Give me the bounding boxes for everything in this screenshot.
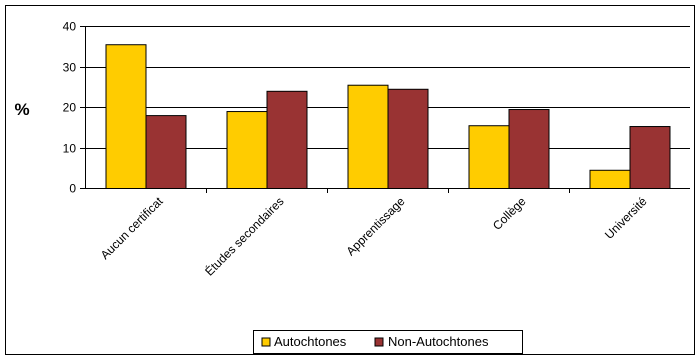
- legend-swatch-non-autochtones: [374, 337, 384, 347]
- legend-label-non-autochtones: Non-Autochtones: [388, 334, 489, 349]
- legend: Autochtones Non-Autochtones: [253, 330, 523, 354]
- bar-non-autochtones: [508, 109, 550, 189]
- y-tick-label: 20: [63, 101, 77, 115]
- axes: [80, 26, 690, 193]
- legend-label-autochtones: Autochtones: [274, 334, 347, 349]
- bar-non-autochtones: [629, 126, 671, 190]
- bar-autochtones: [105, 44, 147, 189]
- bar-non-autochtones: [387, 88, 429, 189]
- y-tick-label: 10: [63, 142, 77, 156]
- bar-non-autochtones: [266, 90, 308, 189]
- y-axis-label: %: [14, 100, 29, 119]
- bar-non-autochtones: [145, 115, 187, 189]
- y-tick-label: 30: [63, 61, 77, 75]
- bar-autochtones: [347, 84, 389, 189]
- legend-swatch-autochtones: [261, 337, 271, 347]
- legend-box: [253, 330, 523, 354]
- y-tick-labels: 0 10 20 30 40: [63, 20, 77, 196]
- bar-autochtones: [226, 111, 268, 189]
- y-tick-label: 40: [63, 20, 77, 34]
- bar-autochtones: [589, 169, 631, 189]
- y-tick-label: 0: [69, 182, 76, 196]
- bar-autochtones: [468, 125, 510, 189]
